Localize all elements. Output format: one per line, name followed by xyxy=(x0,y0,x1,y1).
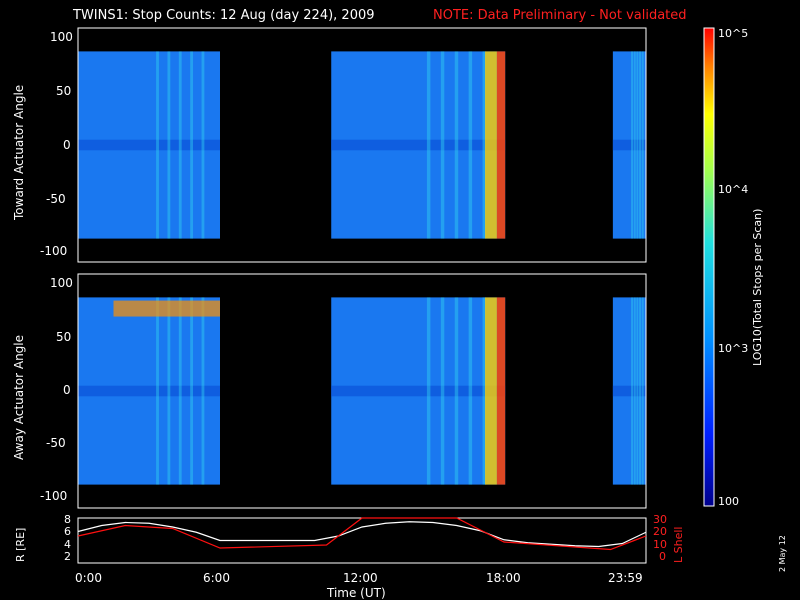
xtick: 23:59 xyxy=(608,571,643,585)
p1-ytick: 100 xyxy=(50,30,73,44)
data-streak xyxy=(167,51,171,239)
data-streak xyxy=(641,297,644,485)
p2-ytick: -100 xyxy=(40,489,68,503)
high-count-strip xyxy=(485,297,497,485)
data-streak xyxy=(167,297,171,485)
r-tick: 8 xyxy=(64,513,71,526)
preliminary-note: NOTE: Data Preliminary - Not validated xyxy=(433,8,687,23)
high-count-strip xyxy=(485,51,497,239)
data-streak xyxy=(468,297,473,485)
r-tick: 6 xyxy=(64,525,71,538)
data-streak xyxy=(190,51,194,239)
data-band xyxy=(612,139,646,151)
data-streak xyxy=(636,51,639,239)
data-streak xyxy=(639,297,642,485)
panel-frame xyxy=(77,27,647,263)
enhanced-band xyxy=(113,300,220,317)
data-streak xyxy=(639,51,642,239)
xtick: 6:00 xyxy=(203,571,230,585)
data-band xyxy=(78,139,220,151)
r-tick: 4 xyxy=(64,538,71,551)
p1-ytick: 50 xyxy=(56,84,72,98)
data-streak xyxy=(631,51,634,239)
r-tick: 2 xyxy=(64,550,71,563)
data-streak xyxy=(454,51,459,239)
panel-frame xyxy=(77,273,647,509)
xtick: 18:00 xyxy=(486,571,521,585)
data-band xyxy=(78,385,220,397)
lshell-line xyxy=(77,517,647,551)
data-streak xyxy=(190,297,194,485)
data-streak xyxy=(440,297,445,485)
data-streak xyxy=(641,51,644,239)
data-streak xyxy=(201,51,205,239)
high-count-strip xyxy=(496,51,506,239)
xtick: 12:00 xyxy=(343,571,378,585)
data-band xyxy=(612,385,646,397)
p1-ytick: -50 xyxy=(46,192,66,206)
data-streak xyxy=(454,297,459,485)
lshell-tick: 0 xyxy=(659,550,666,563)
data-streak xyxy=(156,51,159,239)
data-streak xyxy=(156,297,159,485)
cbar-tick: 10^4 xyxy=(718,183,749,196)
lshell-tick: 30 xyxy=(653,513,667,526)
lshell-tick: 20 xyxy=(653,525,667,538)
data-streak xyxy=(178,51,182,239)
data-streak xyxy=(201,297,205,485)
data-streak xyxy=(633,51,636,239)
colorbar xyxy=(703,27,715,507)
data-streak xyxy=(426,297,431,485)
lshell-tick: 10 xyxy=(653,538,667,551)
p1-ytick: 0 xyxy=(63,138,71,152)
data-streak xyxy=(482,51,487,239)
xtick: 0:00 xyxy=(75,571,102,585)
p2-ytick: 0 xyxy=(63,383,71,397)
data-streak xyxy=(482,297,487,485)
data-streak xyxy=(633,297,636,485)
r-line xyxy=(77,521,647,548)
data-streak xyxy=(631,297,634,485)
data-streak xyxy=(636,297,639,485)
cbar-tick: 10^5 xyxy=(718,27,749,40)
p2-ytick: -50 xyxy=(46,436,66,450)
p2-ytick: 100 xyxy=(50,276,73,290)
data-band xyxy=(331,385,506,397)
data-band xyxy=(331,139,506,151)
ephemeris-frame xyxy=(77,517,647,564)
data-streak xyxy=(440,51,445,239)
p2-ytick: 50 xyxy=(56,330,72,344)
xaxis-label: Time (UT) xyxy=(327,586,386,600)
cbar-tick: 10^3 xyxy=(718,342,749,355)
p1-ytick: -100 xyxy=(40,244,68,258)
chart-title: TWINS1: Stop Counts: 12 Aug (day 224), 2… xyxy=(73,8,375,23)
high-count-strip xyxy=(496,297,506,485)
data-streak xyxy=(178,297,182,485)
data-streak xyxy=(468,51,473,239)
cbar-tick: 100 xyxy=(718,495,739,508)
data-streak xyxy=(426,51,431,239)
